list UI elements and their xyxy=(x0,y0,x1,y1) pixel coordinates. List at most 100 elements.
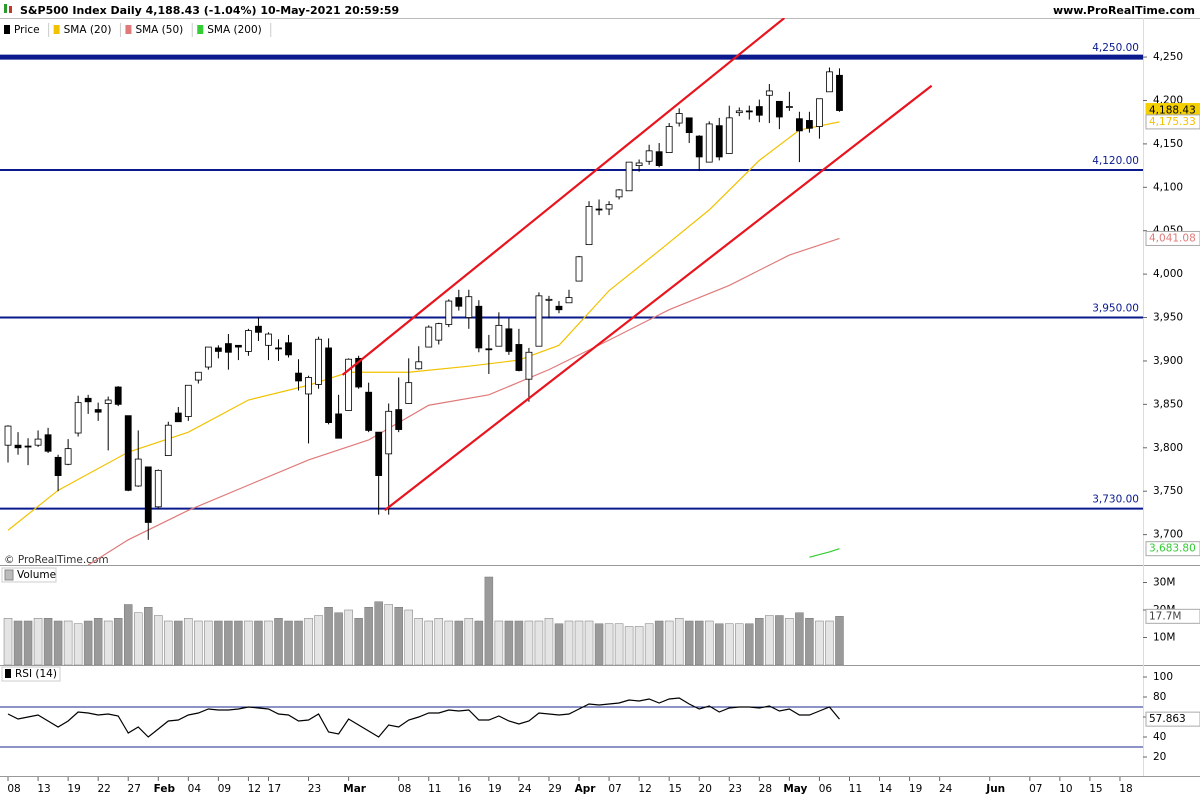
y-tick-label: 4,000 xyxy=(1153,268,1183,280)
volume-bar xyxy=(564,620,574,665)
x-tick-label: 24 xyxy=(518,783,532,795)
series-line xyxy=(809,548,840,558)
volume-bar xyxy=(414,618,423,665)
candle-body xyxy=(295,372,302,382)
volume-bar xyxy=(214,620,223,665)
x-tick-label: 28 xyxy=(759,783,772,795)
volume-bar xyxy=(584,620,594,665)
panel-label-box xyxy=(1,567,57,583)
candle-body xyxy=(405,382,413,404)
volume-bar xyxy=(745,623,754,665)
x-tick-label: 09 xyxy=(218,783,231,795)
volume-bar xyxy=(815,620,824,665)
candle-body xyxy=(415,361,423,370)
candle-body xyxy=(575,256,583,282)
volume-bar xyxy=(765,615,774,665)
legend-swatch xyxy=(5,669,11,678)
candle-body xyxy=(735,110,743,114)
volume-bar xyxy=(93,618,103,665)
volume-bar xyxy=(194,620,203,665)
y-tick-label: 30M xyxy=(1153,577,1175,589)
x-tick-label: 13 xyxy=(37,783,50,795)
panel-label: Volume xyxy=(17,569,56,581)
candle-body xyxy=(174,412,182,423)
volume-bar xyxy=(704,620,714,665)
volume-bar xyxy=(684,620,694,665)
y-tick-label: 3,750 xyxy=(1153,485,1183,497)
candle-body xyxy=(565,297,573,304)
plot-layer: 08 13 19 22 27 Feb 04 09 12 17 23 Mar 08 11 16 19 24 29 Ap… xyxy=(0,18,1200,795)
level-label: 3,950.00 xyxy=(1092,303,1139,315)
candle-body xyxy=(605,204,613,210)
volume-bar xyxy=(524,620,534,665)
candle-body xyxy=(555,305,563,311)
candle-body xyxy=(595,208,603,211)
candle-body xyxy=(14,444,22,449)
candle-body xyxy=(585,206,593,246)
candle-body xyxy=(675,113,683,124)
volume-bar xyxy=(73,623,83,665)
watermark: © ProRealTime.com xyxy=(4,554,109,566)
legend-label: SMA (50) xyxy=(135,24,183,36)
volume-bar xyxy=(324,607,333,665)
candle-body xyxy=(224,343,232,353)
candle-body xyxy=(665,126,673,153)
last-value-tag: 57.863 xyxy=(1145,711,1200,727)
volume-bar xyxy=(33,618,43,665)
level-label: 4,250.00 xyxy=(1092,42,1139,54)
volume-bar xyxy=(474,620,484,665)
volume-bar xyxy=(644,623,654,665)
x-tick-label: 11 xyxy=(428,783,441,795)
candle-body xyxy=(755,106,763,116)
x-tick-label: 18 xyxy=(1119,783,1132,795)
x-tick-label: 16 xyxy=(458,783,472,795)
last-value-tag: 17.7M xyxy=(1145,608,1200,624)
volume-bar xyxy=(795,612,804,665)
x-tick-label: 04 xyxy=(188,783,202,795)
volume-bar xyxy=(775,615,784,665)
volume-bar xyxy=(835,616,844,665)
volume-bar xyxy=(364,607,373,665)
y-tick-label: 20 xyxy=(1153,751,1166,763)
volume-bar xyxy=(23,620,33,665)
x-tick-label: Feb xyxy=(154,783,176,795)
volume-bar xyxy=(133,612,143,665)
legend-swatch xyxy=(4,569,14,581)
last-value-tag: 4,175.33 xyxy=(1145,114,1200,130)
trend-line xyxy=(341,18,786,376)
tag-box xyxy=(1145,114,1200,130)
chart-title: S&P500 Index Daily 4,188.43 (-1.04%) 10-… xyxy=(20,4,399,17)
candle-body xyxy=(275,347,282,350)
x-tick-label: 12 xyxy=(638,783,651,795)
x-tick-label: 10 xyxy=(1059,783,1072,795)
candle-body xyxy=(475,305,483,349)
y-tick-label: 40 xyxy=(1153,731,1166,743)
series-line xyxy=(87,237,840,565)
candle-body xyxy=(84,397,92,403)
candle-body xyxy=(365,391,373,431)
volume-bar xyxy=(123,604,133,665)
volume-bar xyxy=(144,607,153,665)
candle-body xyxy=(204,346,212,368)
candle-body xyxy=(285,342,292,356)
candle-body xyxy=(725,117,733,154)
candle-body xyxy=(214,347,222,352)
legend-swatch xyxy=(53,25,60,34)
candle-body xyxy=(44,434,52,452)
candle-body xyxy=(685,117,693,134)
volume-bar xyxy=(554,623,564,665)
candle-body xyxy=(335,413,342,439)
legend-swatch xyxy=(125,25,132,34)
candle-body xyxy=(485,348,493,351)
volume-bar xyxy=(234,620,243,665)
volume-bar xyxy=(735,623,744,665)
logo-icon xyxy=(9,6,12,13)
x-tick-label: Jun xyxy=(985,783,1005,795)
x-tick-label: 14 xyxy=(879,783,893,795)
candle-body xyxy=(806,120,813,129)
legend-label: SMA (20) xyxy=(64,24,112,36)
volume-bar xyxy=(274,618,283,665)
volume-bar xyxy=(424,620,434,665)
tag-label: 57.863 xyxy=(1149,713,1186,725)
tag-label: 17.7M xyxy=(1149,610,1181,622)
